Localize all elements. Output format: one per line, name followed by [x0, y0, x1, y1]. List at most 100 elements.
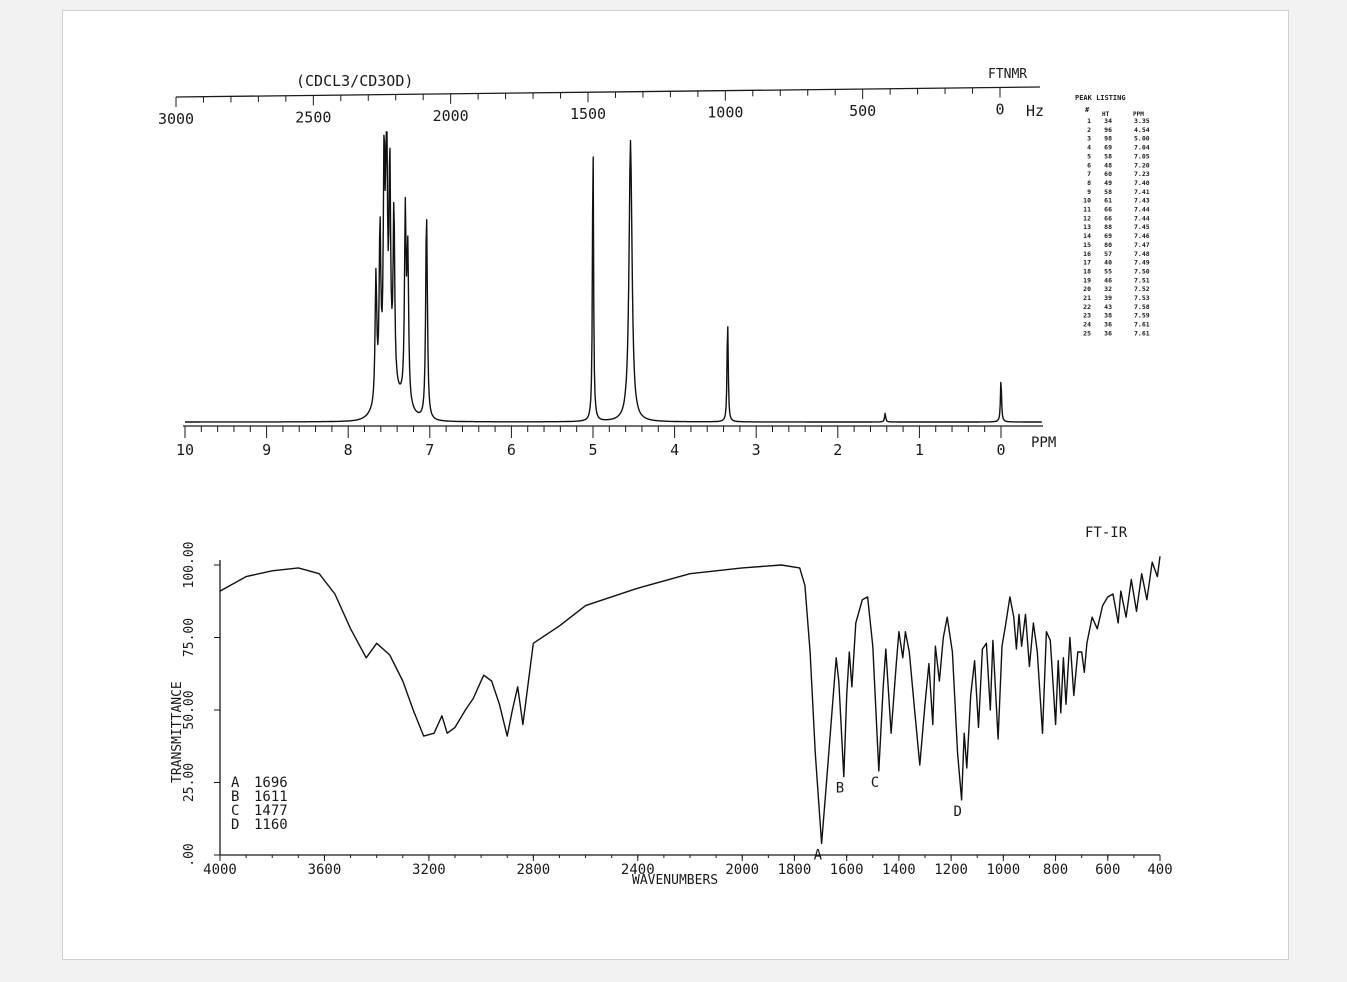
nmr-hz-tick-label: 2500 [295, 108, 331, 126]
ir-x-tick-label: 3200 [412, 862, 446, 878]
peak-row-ppm: 7.45 [1134, 223, 1150, 231]
peak-row-ppm: 7.50 [1134, 267, 1150, 275]
peak-row-num: 17 [1083, 259, 1091, 267]
nmr-ftnmr-label: FTNMR [988, 67, 1027, 82]
peak-row-ppm: 7.52 [1134, 285, 1150, 293]
peak-row-num: 12 [1083, 214, 1091, 222]
peak-row-ht: 58 [1104, 188, 1112, 196]
ir-y-tick-label: 75.00 [182, 618, 197, 657]
nmr-hz-tick-label: 1000 [707, 104, 743, 122]
ir-legend-value-a: 1696 [254, 775, 288, 791]
peak-row-ppm: 7.53 [1134, 294, 1150, 302]
peak-row-ht: 61 [1104, 197, 1112, 205]
peak-row-num: 5 [1087, 152, 1091, 160]
ir-y-tick-label: 100.00 [182, 542, 197, 589]
peak-row-ppm: 3.35 [1134, 117, 1150, 125]
ir-annotation-c: C [871, 775, 879, 791]
ir-annotation-d: D [954, 804, 962, 820]
peak-row-ht: 96 [1104, 126, 1112, 134]
ir-legend-value-c: 1477 [254, 803, 288, 819]
ir-y-ticks: .00 25.00 50.00 75.00 100.00 [182, 542, 220, 867]
ir-x-tick-label: 600 [1095, 862, 1120, 878]
ir-x-tick-label: 2800 [516, 862, 550, 878]
peak-row-ppm: 7.61 [1134, 321, 1150, 329]
peak-row-ht: 40 [1104, 259, 1112, 267]
peak-row-num: 4 [1087, 144, 1091, 152]
ir-x-tick-label: 1000 [986, 862, 1020, 878]
peak-row-ppm: 7.58 [1134, 303, 1150, 311]
ir-x-tick-label: 1400 [882, 862, 916, 878]
ir-y-tick-label: 50.00 [182, 690, 197, 729]
nmr-hz-tick-label: 3000 [158, 110, 194, 128]
peak-row-ht: 69 [1104, 144, 1112, 152]
ir-peak-annotations: A B C D [814, 775, 962, 864]
peak-row-ppm: 7.59 [1134, 312, 1150, 320]
nmr-hz-axis-line [175, 86, 1041, 98]
peak-row-ppm: 7.49 [1134, 259, 1150, 267]
peak-row-num: 25 [1083, 329, 1091, 337]
nmr-spectrum-line [184, 131, 1042, 423]
peak-row-ppm: 7.05 [1134, 152, 1150, 160]
peak-row-ppm: 7.47 [1134, 241, 1150, 249]
nmr-hz-ticks: 3000 2500 2000 1500 1000 500 0 [158, 87, 1005, 128]
nmr-ppm-tick-label: 0 [996, 441, 1005, 459]
peak-row-ppm: 7.04 [1134, 144, 1150, 152]
peak-row-ht: 66 [1104, 206, 1112, 214]
peak-listing-title: PEAK LISTING [1075, 94, 1126, 102]
peak-row-ht: 58 [1104, 152, 1112, 160]
ir-x-tick-label: 4000 [203, 862, 237, 878]
nmr-ppm-tick-label: 4 [670, 441, 679, 459]
ir-y-tick-label: .00 [182, 843, 197, 866]
ir-legend-key-a: A [231, 775, 240, 791]
peak-listing-table: 1 34 3.352 96 4.543 98 5.004 69 7.045 58 7.056 48 7.… [1083, 117, 1150, 337]
peak-row-ppm: 7.40 [1134, 179, 1150, 187]
ir-y-tick-label: 25.00 [182, 763, 197, 802]
peak-row-ht: 57 [1104, 250, 1112, 258]
ir-annotation-b: B [836, 781, 844, 797]
ir-x-tick-label: 400 [1147, 862, 1172, 878]
peak-row-ppm: 7.46 [1134, 232, 1150, 240]
peak-row-num: 13 [1083, 223, 1091, 231]
peak-row-ppm: 7.48 [1134, 250, 1150, 258]
peak-row-ht: 36 [1104, 329, 1112, 337]
peak-row-ht: 66 [1104, 214, 1112, 222]
peak-row-num: 20 [1083, 285, 1091, 293]
nmr-ppm-tick-label: 5 [588, 441, 597, 459]
ir-ftir-label: FT-IR [1085, 525, 1128, 541]
peak-row-num: 6 [1087, 161, 1091, 169]
peak-row-num: 14 [1083, 232, 1091, 240]
nmr-hz-tick-label: 0 [995, 100, 1004, 118]
ir-spectrum-line [219, 556, 1161, 845]
ir-legend-key-d: D [231, 817, 239, 833]
nmr-ppm-tick-label: 1 [915, 441, 924, 459]
peak-row-ppm: 7.44 [1134, 214, 1150, 222]
peak-row-ht: 55 [1104, 267, 1112, 275]
peak-row-ht: 32 [1104, 285, 1112, 293]
peak-row-ppm: 7.41 [1134, 188, 1150, 196]
peak-listing-col-ht: HT [1102, 111, 1110, 118]
nmr-hz-tick-label: 500 [849, 102, 876, 120]
nmr-ppm-tick-label: 10 [176, 441, 194, 459]
peak-row-ht: 36 [1104, 321, 1112, 329]
peak-row-ht: 49 [1104, 179, 1112, 187]
peak-row-ht: 60 [1104, 170, 1112, 178]
ir-x-tick-label: 1600 [830, 862, 864, 878]
ir-legend-key-b: B [231, 789, 239, 805]
peak-row-ht: 38 [1104, 312, 1112, 320]
nmr-solvent-label: (CDCL3/CD3OD) [296, 72, 413, 90]
nmr-ppm-unit: PPM [1031, 435, 1056, 451]
nmr-hz-tick-label: 2000 [433, 107, 469, 125]
peak-row-ht: 69 [1104, 232, 1112, 240]
scanned-sheet [62, 10, 1289, 960]
ir-x-ticks: 4000 3600 3200 2800 2400 2000 1800 1600 1400 1200… [203, 855, 1173, 878]
peak-row-ppm: 7.43 [1134, 197, 1150, 205]
peak-listing-col-num: # [1085, 106, 1090, 114]
peak-row-num: 22 [1083, 303, 1091, 311]
peak-row-num: 16 [1083, 250, 1091, 258]
peak-row-num: 2 [1087, 126, 1091, 134]
ir-x-tick-label: 1800 [778, 862, 812, 878]
nmr-ppm-tick-label: 3 [752, 441, 761, 459]
peak-row-ppm: 7.23 [1134, 170, 1150, 178]
peak-row-ht: 43 [1104, 303, 1112, 311]
ir-legend: A 1696 B 1611 C 1477 D 1160 [231, 775, 288, 833]
